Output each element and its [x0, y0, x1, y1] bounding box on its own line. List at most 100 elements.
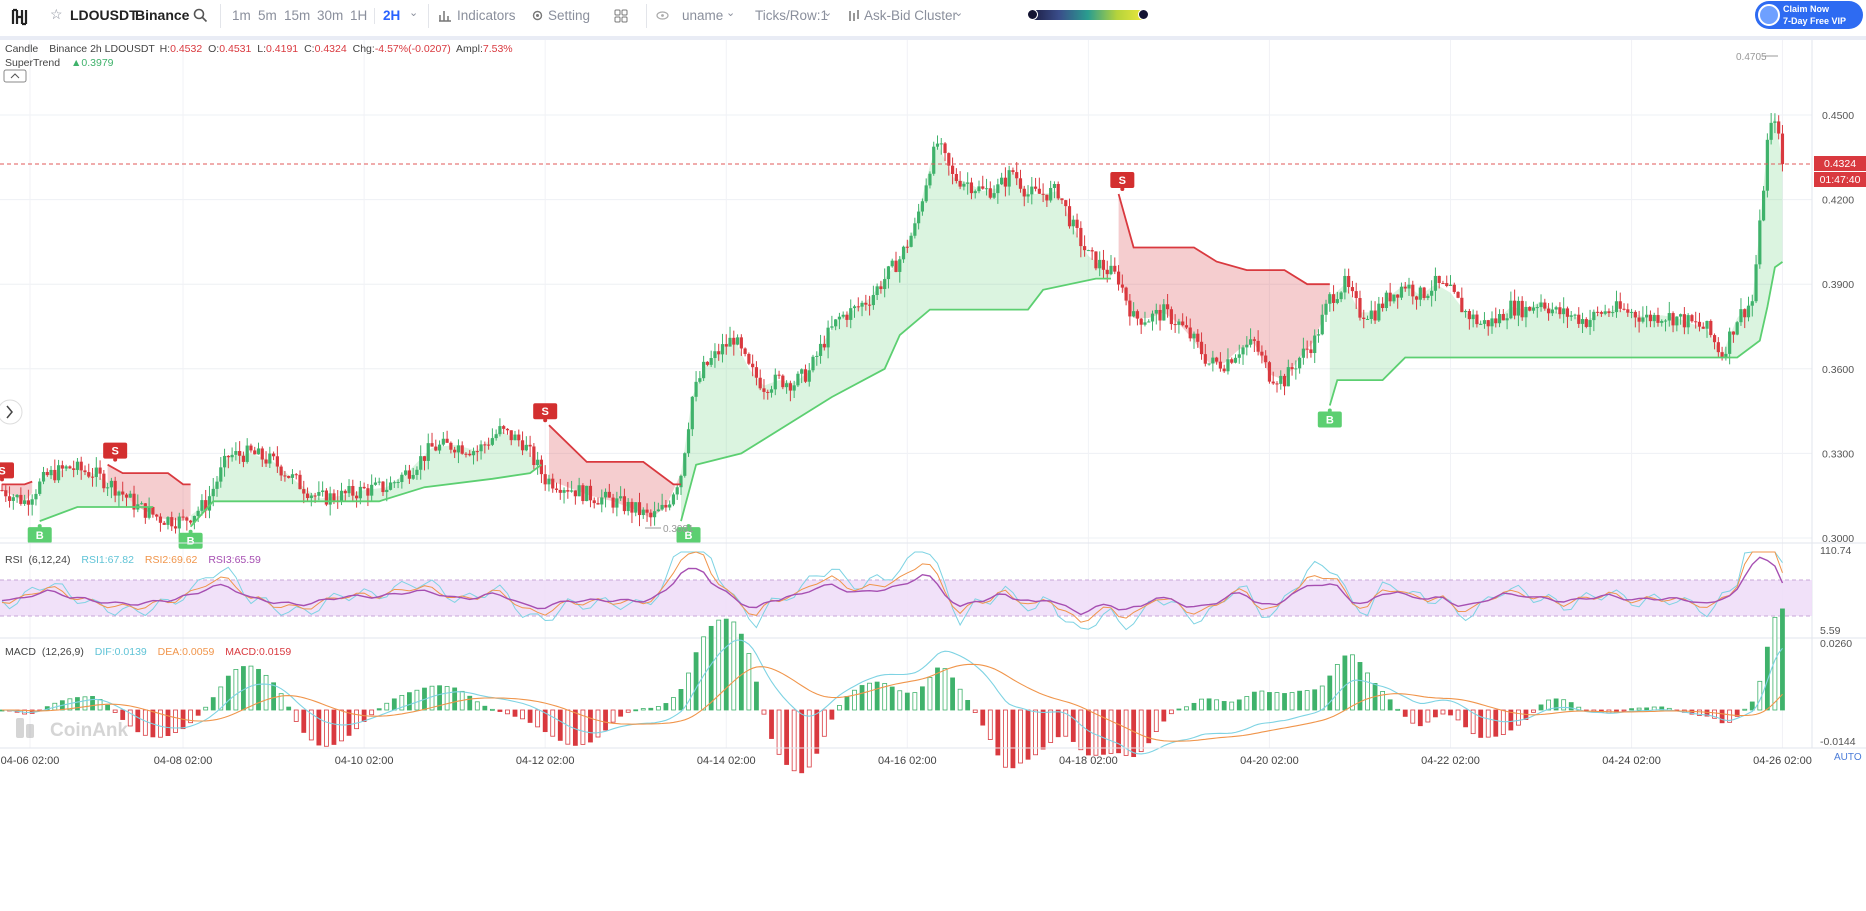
interval-5m[interactable]: 5m — [258, 8, 277, 23]
macd-histogram-bar — [1478, 709, 1484, 738]
candle-body — [298, 474, 302, 490]
candle-body — [1011, 170, 1015, 173]
candle-body — [1271, 381, 1275, 384]
high-marker: 0.4705 — [1736, 52, 1767, 63]
candle-body — [539, 459, 544, 475]
buy-signal[interactable] — [27, 527, 52, 544]
legend-high: 0.4532 — [170, 43, 202, 55]
candle-body — [709, 358, 713, 365]
ticks-chevron-down-icon: ⌄ — [823, 7, 833, 19]
vip-trial-button[interactable]: Claim Now 7-Day Free VIP Trial — [1755, 1, 1863, 38]
candle-body — [230, 454, 234, 458]
sell-signal[interactable] — [1110, 171, 1135, 188]
interval-2h[interactable]: 2H — [383, 8, 401, 23]
candle-body — [366, 488, 370, 496]
macd-histogram-bar — [173, 709, 178, 733]
candle-body — [453, 449, 457, 453]
slider-handle-left[interactable] — [1027, 9, 1038, 20]
macd-histogram-bar — [1123, 709, 1129, 756]
macd-histogram-bar — [1425, 709, 1431, 723]
collapse-legend-button[interactable] — [3, 69, 27, 83]
candle-body — [1565, 308, 1570, 317]
supertrend-fills — [2, 115, 1783, 527]
candle-countdown: 01:47:40 — [1820, 174, 1861, 186]
macd-histogram-bar — [1018, 709, 1023, 764]
candle-body — [1528, 306, 1532, 311]
time-tick: 04-08 02:00 — [154, 755, 213, 767]
sell-signal[interactable] — [0, 462, 14, 479]
macd-histogram-bar — [489, 708, 495, 711]
search-icon[interactable] — [193, 8, 208, 23]
macd-histogram-bar — [391, 698, 397, 711]
interval-15m[interactable]: 15m — [284, 8, 311, 23]
candle-body — [856, 306, 860, 308]
app-logo-icon[interactable] — [10, 7, 34, 27]
buy-signal[interactable] — [676, 527, 701, 544]
supertrend-line-down — [548, 424, 681, 486]
heatmap-color-slider[interactable] — [1027, 9, 1149, 20]
candle-body — [83, 470, 87, 473]
symbol-name[interactable]: LDOUSDT — [70, 7, 138, 23]
candle-body — [1637, 317, 1641, 322]
price-tick: 0.4500 — [1822, 110, 1854, 122]
macd-dif-line — [1, 639, 1783, 755]
auto-scale-button[interactable]: AUTO — [1834, 752, 1862, 763]
interval-1h[interactable]: 1H — [350, 8, 368, 23]
candle-body — [1260, 351, 1264, 356]
interval-30m[interactable]: 30m — [317, 8, 344, 23]
exchange-name[interactable]: Binance — [135, 7, 190, 23]
candle-body — [1497, 314, 1502, 324]
candle-body — [562, 490, 566, 493]
buy-signal[interactable] — [178, 532, 203, 549]
expand-left-button[interactable] — [0, 399, 23, 425]
supertrend-fill-down — [107, 464, 191, 522]
candle-body — [969, 182, 974, 194]
candle-body — [173, 526, 178, 529]
sell-signal[interactable] — [533, 403, 558, 420]
candle-body — [1769, 122, 1773, 140]
macd-histogram-bar — [1131, 709, 1137, 758]
uname-dropdown[interactable]: uname — [682, 8, 724, 23]
macd-histogram-bar — [1357, 662, 1363, 711]
candle-body — [1475, 314, 1479, 325]
watermark-text: CoinAnk — [50, 720, 129, 741]
time-tick: 04-22 02:00 — [1421, 755, 1480, 767]
candle-body — [536, 459, 540, 466]
candle-body — [1158, 309, 1162, 321]
macd-histogram-bar — [263, 674, 269, 711]
candle-body — [807, 370, 811, 382]
macd-histogram-bar — [1546, 699, 1551, 711]
macd-series — [0, 608, 1785, 774]
setting-button[interactable]: Setting — [548, 8, 591, 23]
candle-body — [852, 306, 857, 309]
candle-body — [1075, 219, 1079, 228]
buy-signal[interactable] — [1317, 411, 1342, 428]
macd-histogram-bar — [354, 709, 359, 730]
indicators-button[interactable]: Indicators — [457, 8, 516, 23]
candle-body — [339, 490, 344, 502]
macd-histogram-bar — [331, 709, 337, 745]
candle-body — [1411, 284, 1415, 297]
candle-body — [792, 385, 796, 391]
interval-dropdown-icon[interactable]: ⌄ — [409, 7, 419, 19]
time-tick: 04-10 02:00 — [335, 755, 394, 767]
sell-signal[interactable] — [103, 442, 128, 459]
star-icon[interactable]: ☆ — [50, 6, 63, 22]
macd-histogram-bar — [663, 703, 669, 711]
macd-histogram-bar — [1334, 664, 1340, 711]
slider-handle-right[interactable] — [1138, 9, 1149, 20]
grid-layout-icon[interactable] — [614, 9, 628, 23]
candle-body — [577, 485, 581, 497]
ask-bid-cluster-dropdown[interactable]: Ask-Bid Cluster — [864, 8, 958, 23]
ticks-per-row-dropdown[interactable]: Ticks/Row:1 — [755, 8, 829, 23]
interval-1m[interactable]: 1m — [232, 8, 251, 23]
macd-histogram-bar — [1621, 709, 1627, 712]
candle-body — [1716, 342, 1720, 353]
candle-body — [777, 374, 781, 376]
candle-body — [38, 481, 42, 494]
candle-body — [717, 351, 721, 355]
time-tick: 04-18 02:00 — [1059, 755, 1118, 767]
macd-histogram-bar — [837, 705, 842, 711]
candle-body — [668, 504, 672, 508]
